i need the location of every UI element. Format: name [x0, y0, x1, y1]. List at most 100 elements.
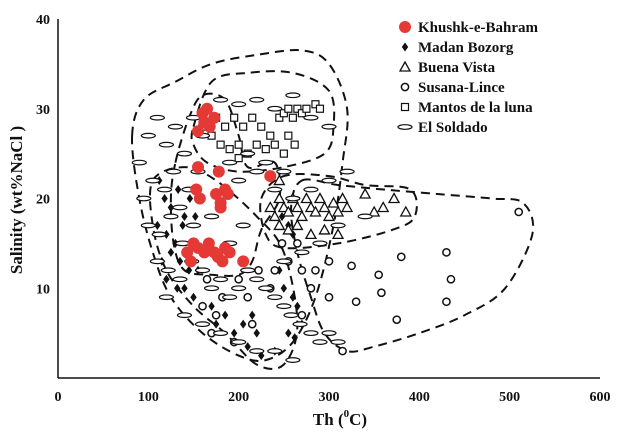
susana-lince-point-12	[324, 292, 334, 302]
madan-bozorg-point-20	[190, 292, 197, 302]
khushk-e-bahram-point-3	[201, 102, 214, 115]
madan-bozorg-point-6	[154, 220, 161, 230]
buena-vista-point-4	[282, 205, 295, 217]
legend-marker-madan-bozorg	[401, 42, 409, 52]
buena-vista-point-0	[264, 201, 277, 213]
envelope-madan-bozorg	[148, 166, 299, 371]
legend: Khushk-e-Bahram Madan Bozorg Buena Vista Su…	[397, 20, 539, 136]
buena-vista-point-3	[277, 201, 290, 213]
el-soldado-point-27	[222, 294, 238, 301]
el-soldado-point-59	[357, 213, 373, 220]
el-soldado-point-37	[312, 339, 328, 346]
el-soldado-point-12	[172, 204, 188, 211]
buena-vista-point-14	[327, 196, 340, 208]
madan-bozorg-point-13	[167, 247, 175, 257]
el-soldado-point-41	[176, 312, 193, 319]
buena-vista-point-18	[273, 219, 286, 231]
y-tick-label-1: 20	[36, 193, 50, 208]
legend-marker-khushk-e-bahram	[399, 21, 411, 33]
el-soldado-point-36	[303, 330, 319, 337]
buena-vista-point-20	[291, 219, 304, 231]
el-soldado-point-71	[203, 213, 220, 220]
susana-lince-point-20	[270, 265, 280, 275]
el-soldado-point-34	[283, 312, 299, 319]
mantos-de-la-luna-point-11	[252, 140, 261, 149]
el-soldado-point-1	[140, 132, 156, 139]
susana-lince-point-2	[446, 274, 456, 284]
khushk-e-bahram-point-0	[192, 125, 205, 138]
el-soldado-point-10	[156, 186, 173, 193]
el-soldado-point-52	[231, 177, 247, 184]
buena-vista-point-21	[304, 228, 318, 240]
mantos-de-la-luna-point-3	[230, 113, 239, 122]
khushk-e-bahram-point-8	[264, 170, 277, 183]
buena-vista-point-7	[295, 210, 309, 222]
khushk-e-bahram-point-17	[184, 255, 197, 268]
madan-bozorg-point-4	[181, 211, 188, 221]
susana-lince-point-5	[392, 315, 402, 325]
buena-vista-point-29	[273, 174, 286, 186]
mantos-de-la-luna-point-13	[270, 140, 279, 149]
mantos-de-la-luna-point-23	[311, 100, 320, 109]
el-soldado-point-51	[276, 168, 292, 175]
susana-lince-point-30	[202, 274, 212, 284]
madan-bozorg-point-31	[294, 301, 301, 311]
x-tick-label-3: 300	[319, 390, 340, 405]
khushk-e-bahram-point-27	[216, 255, 229, 268]
el-soldado-point-73	[235, 222, 251, 229]
madan-bozorg-point-24	[221, 310, 229, 320]
susana-lince-point-25	[234, 274, 244, 284]
susana-lince-point-19	[277, 239, 287, 248]
madan-bozorg-point-27	[249, 310, 256, 320]
mantos-de-la-luna-point-8	[225, 145, 234, 154]
el-soldado-point-30	[249, 276, 265, 283]
el-soldado-point-70	[321, 123, 337, 130]
x-axis-title: Th (0C)	[313, 408, 367, 429]
envelope-susana-lince	[290, 178, 535, 353]
y-tick-label-0: 10	[36, 282, 50, 297]
el-soldado-point-5	[176, 150, 193, 157]
susana-lince-point-14	[306, 283, 316, 293]
x-tick-label-5: 500	[499, 390, 520, 405]
khushk-e-bahram-point-26	[237, 255, 250, 268]
khushk-e-bahram-point-10	[193, 192, 206, 205]
susana-lince-point-16	[297, 310, 307, 320]
khushk-e-bahram-point-6	[192, 161, 205, 174]
el-soldado-point-68	[285, 92, 301, 99]
buena-vista-point-13	[322, 210, 336, 222]
legend-label-khushk-e-bahram: Khushk-e-Bahram	[418, 20, 539, 36]
mantos-de-la-luna-point-18	[284, 104, 293, 113]
khushk-e-bahram-point-5	[208, 111, 221, 124]
el-soldado-point-11	[166, 168, 182, 175]
mantos-de-la-luna-point-20	[293, 104, 302, 113]
el-soldado-point-67	[267, 105, 283, 112]
khushk-e-bahram-point-14	[221, 188, 234, 201]
el-soldado-point-2	[149, 114, 165, 121]
x-tick-label-2: 200	[228, 390, 249, 405]
buena-vista-point-17	[340, 201, 354, 213]
el-soldado-point-50	[258, 159, 274, 166]
buena-vista-point-11	[313, 192, 327, 204]
envelopes	[131, 49, 535, 371]
madan-bozorg-point-41	[244, 342, 251, 352]
el-soldado-point-31	[258, 285, 274, 292]
legend-label-mantos-de-la-luna: Mantos de la luna	[418, 100, 533, 116]
el-soldado-point-32	[267, 294, 283, 301]
el-soldado-point-19	[185, 222, 202, 229]
el-soldado-point-56	[303, 186, 319, 193]
khushk-e-bahram-point-7	[212, 165, 225, 178]
el-soldado-point-62	[294, 249, 310, 256]
buena-vista-point-26	[377, 201, 390, 213]
susana-lince-point-17	[293, 239, 302, 248]
susana-lince-point-7	[377, 288, 386, 298]
buena-vista-point-2	[273, 192, 286, 204]
susana-lince-point-11	[324, 256, 334, 266]
mantos-de-la-luna-point-17	[279, 109, 288, 118]
buena-vista-point-27	[387, 192, 401, 204]
legend-marker-mantos-de-la-luna	[400, 102, 410, 112]
susana-lince-point-31	[198, 301, 207, 311]
data-points	[131, 92, 524, 363]
buena-vista-point-24	[359, 187, 372, 199]
madan-bozorg-point-28	[253, 328, 260, 338]
